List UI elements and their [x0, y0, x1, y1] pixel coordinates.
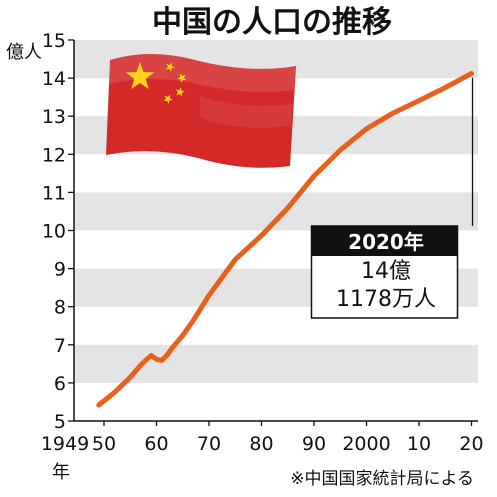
population-line — [96, 71, 474, 408]
x-tick-label: 60 — [144, 433, 168, 455]
x-tick-label: 2000 — [342, 433, 390, 455]
y-tick-label: 6 — [54, 373, 66, 395]
y-tick-label: 7 — [54, 335, 66, 357]
y-tick-label: 11 — [42, 182, 66, 204]
x-tick-label: 90 — [302, 433, 326, 455]
y-tick-label: 8 — [54, 297, 66, 319]
grid-band — [74, 344, 478, 383]
x-unit-label: 年 — [52, 462, 70, 483]
annotation-year: 2020年 — [348, 230, 424, 254]
annotation-value-2: 1178万人 — [336, 287, 436, 312]
chart-title: 中国の人口の推移 — [152, 5, 392, 40]
x-tick-label: 50 — [92, 433, 116, 455]
y-tick-label: 14 — [42, 68, 66, 90]
annotation-header — [311, 226, 458, 256]
flag-small-star — [165, 62, 175, 72]
source-note: ※中国国家統計局による — [290, 469, 474, 489]
x-tick-label: 70 — [197, 433, 221, 455]
y-tick-label: 9 — [54, 259, 66, 281]
y-tick-label: 12 — [42, 144, 66, 166]
y-tick-label: 15 — [42, 30, 66, 52]
x-tick-label: 80 — [249, 433, 273, 455]
flag-small-star — [163, 94, 173, 104]
annotation-value-1: 14億 — [361, 259, 411, 284]
china-flag-icon — [106, 54, 296, 168]
y-tick-label: 10 — [42, 221, 66, 243]
x-tick-label: 20 — [459, 433, 483, 455]
grid-band — [74, 192, 478, 231]
flag-small-star — [175, 87, 185, 97]
flag-big-star — [125, 62, 155, 90]
y-ticks: 5 6 7 8 9 10 11 12 13 14 15 — [42, 30, 74, 433]
y-tick-label: 5 — [54, 411, 66, 433]
flag-small-star — [177, 73, 187, 83]
x-tick-label: 10 — [407, 433, 431, 455]
y-unit-label: 億人 — [6, 42, 42, 63]
x-ticks: 1949 50 60 70 80 90 2000 10 20 — [41, 421, 484, 455]
x-tick-label: 1949 — [41, 433, 89, 455]
y-tick-label: 13 — [42, 106, 66, 128]
